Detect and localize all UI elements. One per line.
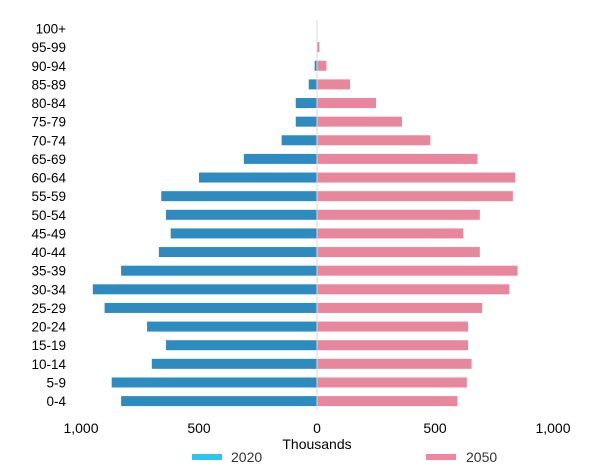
- age-label: 30-34: [31, 282, 66, 297]
- bar-2020-10-14: [151, 358, 317, 369]
- bar-2050-70-74: [317, 135, 431, 146]
- bar-2020-15-19: [165, 340, 317, 351]
- age-label: 85-89: [31, 77, 66, 92]
- bar-2050-80-84: [317, 98, 376, 109]
- bar-2050-40-44: [317, 247, 480, 258]
- age-label: 10-14: [31, 357, 66, 372]
- x-tick-label: 0: [313, 420, 321, 436]
- legend-swatch-2050: [426, 454, 456, 460]
- age-label: 15-19: [31, 338, 66, 353]
- age-label: 90-94: [31, 59, 66, 74]
- age-label: 60-64: [31, 171, 66, 186]
- x-axis-ticks: 1,000 500 0 500 1,000: [63, 420, 570, 436]
- bar-2050-5-9: [317, 377, 467, 388]
- age-label: 65-69: [31, 152, 66, 167]
- age-group-labels: 100+ 95-99 90-94 85-89 80-84 75-79 70-74 65-69 6…: [31, 22, 66, 410]
- bar-2020-50-54: [165, 209, 317, 220]
- bar-2020-25-29: [104, 302, 317, 313]
- bar-2050-55-59: [317, 191, 513, 202]
- age-label: 70-74: [31, 133, 66, 148]
- series-2020-bars: [92, 23, 318, 407]
- age-label: 75-79: [31, 115, 66, 130]
- bar-2020-80-84: [295, 98, 317, 109]
- x-tick-label: 1,000: [63, 420, 98, 436]
- bar-2050-95-99: [317, 42, 320, 53]
- x-axis-title: Thousands: [282, 436, 351, 452]
- bar-2020-55-59: [161, 191, 317, 202]
- bar-2050-25-29: [317, 302, 483, 313]
- age-label: 40-44: [31, 245, 66, 260]
- bar-2050-35-39: [317, 265, 518, 276]
- age-label: 20-24: [31, 320, 66, 335]
- bar-2050-15-19: [317, 340, 469, 351]
- age-label: 25-29: [31, 301, 66, 316]
- bar-2050-0-4: [317, 396, 458, 407]
- age-label: 5-9: [46, 375, 66, 390]
- legend-label-2020: 2020: [231, 449, 262, 465]
- bar-2020-40-44: [158, 247, 317, 258]
- bar-2050-90-94: [317, 60, 327, 71]
- age-label: 35-39: [31, 264, 66, 279]
- bar-2050-45-49: [317, 228, 464, 239]
- age-label: 80-84: [31, 96, 66, 111]
- bar-2020-20-24: [147, 321, 317, 332]
- x-tick-label: 1,000: [535, 420, 570, 436]
- bar-2050-50-54: [317, 209, 480, 220]
- bar-2020-75-79: [295, 116, 317, 127]
- legend: 2020 2050: [192, 449, 497, 465]
- age-label: 45-49: [31, 226, 66, 241]
- bar-2050-10-14: [317, 358, 472, 369]
- bar-2020-65-69: [243, 153, 317, 164]
- bar-2020-60-64: [199, 172, 317, 183]
- bar-2020-30-34: [92, 284, 317, 295]
- bar-2050-85-89: [317, 79, 351, 90]
- bar-2020-90-94: [314, 60, 317, 71]
- age-label: 55-59: [31, 189, 66, 204]
- legend-swatch-2020: [192, 454, 222, 460]
- bar-2020-35-39: [121, 265, 318, 276]
- bar-2050-75-79: [317, 116, 402, 127]
- age-label: 50-54: [31, 208, 66, 223]
- bar-2020-5-9: [111, 377, 318, 388]
- bar-2020-70-74: [281, 135, 317, 146]
- bar-2050-65-69: [317, 153, 478, 164]
- bar-2050-30-34: [317, 284, 510, 295]
- bar-2020-85-89: [308, 79, 317, 90]
- series-2050-bars: [317, 23, 518, 407]
- age-label: 0-4: [46, 394, 66, 409]
- age-label: 100+: [36, 22, 67, 37]
- bar-2050-20-24: [317, 321, 469, 332]
- legend-label-2050: 2050: [466, 449, 497, 465]
- x-tick-label: 500: [187, 420, 211, 436]
- bar-2050-60-64: [317, 172, 516, 183]
- age-label: 95-99: [31, 40, 66, 55]
- bar-2020-45-49: [170, 228, 317, 239]
- bar-2020-0-4: [121, 396, 318, 407]
- x-tick-label: 500: [423, 420, 447, 436]
